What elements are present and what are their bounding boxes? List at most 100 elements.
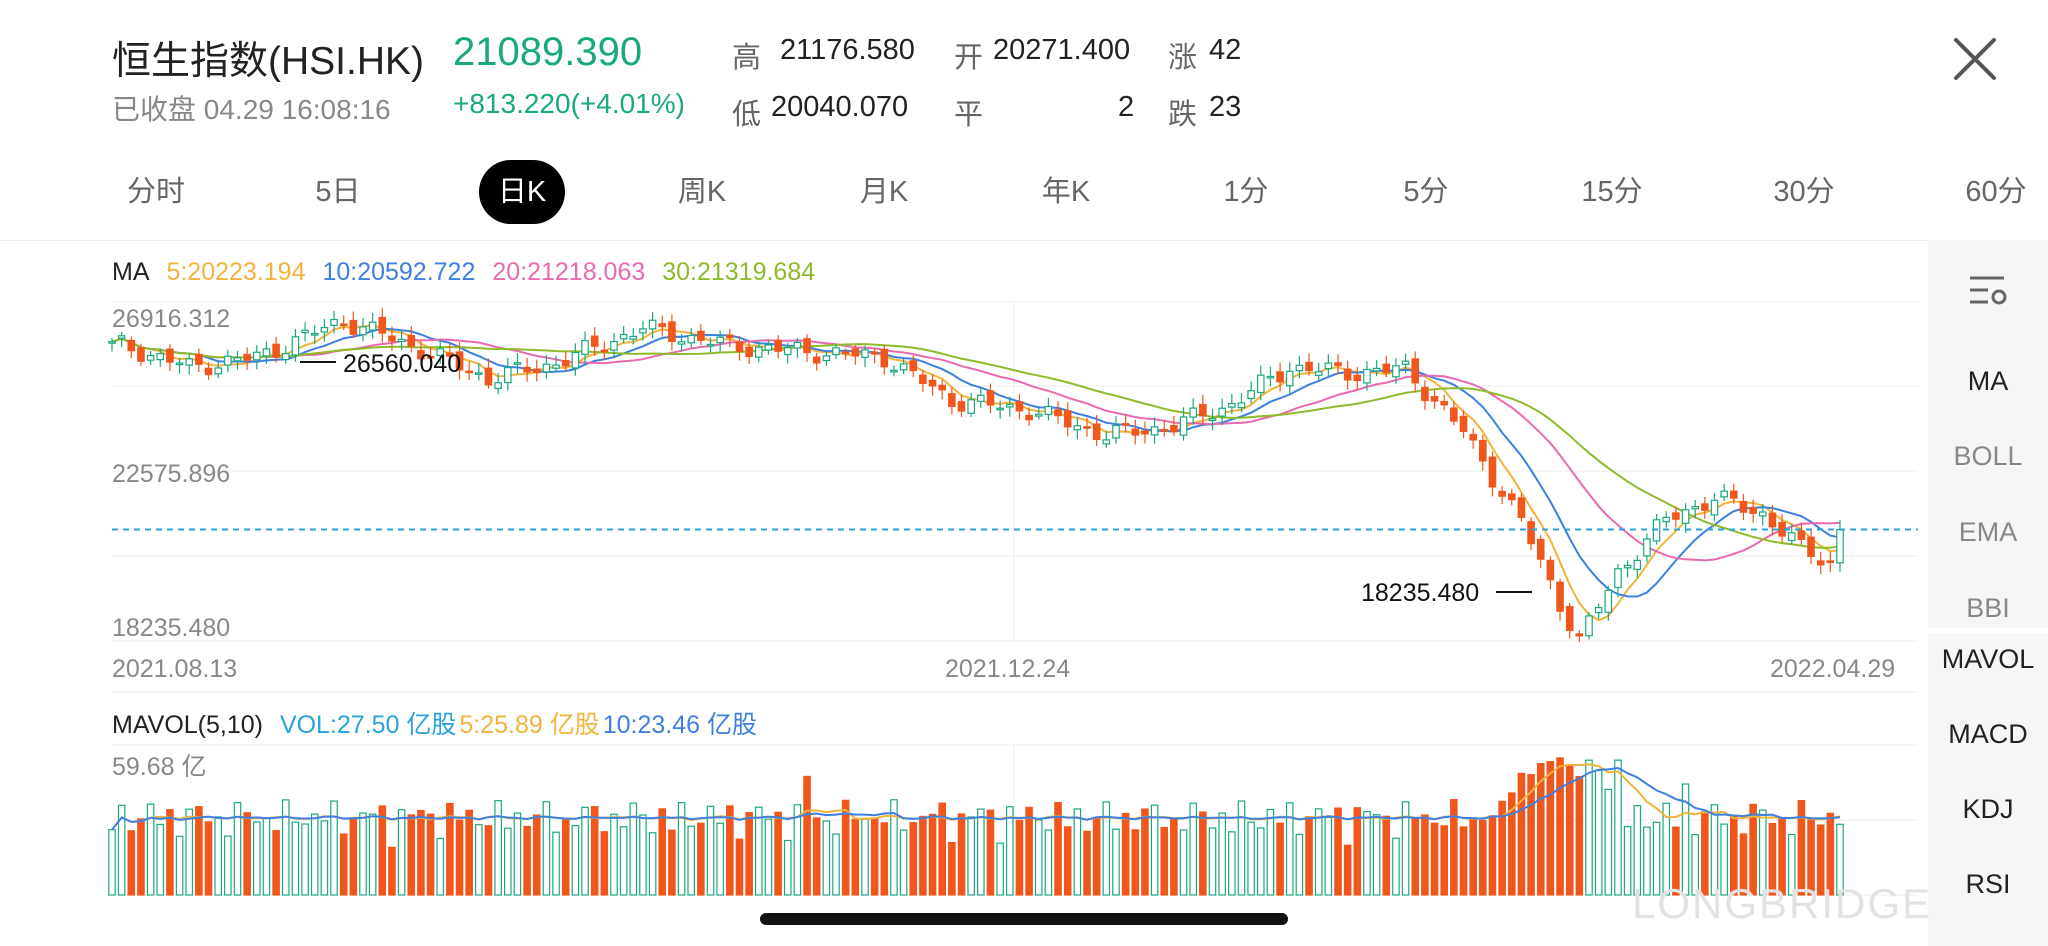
candle bbox=[1199, 394, 1207, 426]
candle bbox=[407, 326, 416, 353]
candle bbox=[754, 341, 763, 363]
volume-bar bbox=[1305, 816, 1313, 896]
candle-body bbox=[426, 355, 435, 359]
volume-bar bbox=[542, 801, 551, 896]
tab-daily-k[interactable]: 日K bbox=[479, 160, 565, 224]
candle-body bbox=[368, 321, 377, 331]
candle bbox=[378, 308, 387, 343]
volume-bar bbox=[272, 830, 280, 896]
candle-body bbox=[1044, 405, 1053, 416]
indicator-boll[interactable]: BOLL bbox=[1953, 441, 2023, 471]
indicator-ema[interactable]: EMA bbox=[1958, 517, 2018, 547]
candle bbox=[957, 395, 966, 418]
volume-bar bbox=[1199, 811, 1207, 896]
volume-bar bbox=[1160, 826, 1169, 896]
candle-body bbox=[1382, 363, 1391, 374]
candle-body bbox=[977, 394, 985, 402]
volume-bar bbox=[1488, 815, 1497, 896]
candle bbox=[1034, 405, 1043, 420]
kline-chart[interactable] bbox=[0, 0, 1928, 946]
tab-intraday[interactable]: 分时 bbox=[126, 176, 186, 208]
candle-body bbox=[1141, 430, 1149, 435]
tab-weekly-k[interactable]: 周K bbox=[677, 176, 727, 208]
candle bbox=[446, 343, 454, 366]
vol-axis-top: 59.68 亿 bbox=[112, 753, 207, 781]
candle bbox=[1527, 517, 1535, 551]
candle bbox=[542, 354, 551, 379]
indicator-kdj[interactable]: KDJ bbox=[1962, 794, 2014, 824]
ma30-line bbox=[111, 337, 1841, 549]
candle-body bbox=[1295, 364, 1304, 372]
candle-body bbox=[1797, 530, 1806, 540]
candle bbox=[861, 345, 869, 368]
candle bbox=[1643, 533, 1651, 563]
candle-body bbox=[619, 333, 628, 340]
candle-body bbox=[1073, 425, 1082, 431]
candle-body bbox=[359, 326, 367, 336]
candle-body bbox=[1334, 362, 1342, 367]
indicator-macd[interactable]: MACD bbox=[1948, 719, 2028, 749]
candle bbox=[388, 326, 396, 351]
candle bbox=[1285, 362, 1294, 395]
tab-5day[interactable]: 5日 bbox=[315, 176, 361, 208]
tab-5min[interactable]: 5分 bbox=[1403, 176, 1449, 208]
candle-body bbox=[1681, 509, 1690, 524]
candle-body bbox=[1411, 358, 1420, 384]
indicator-rsi[interactable]: RSI bbox=[1965, 869, 2011, 899]
volume-bar bbox=[687, 825, 696, 896]
date-mid: 2021.12.24 bbox=[945, 655, 1071, 683]
indicator-mavol[interactable]: MAVOL bbox=[1941, 644, 2035, 674]
candle-body bbox=[1092, 423, 1101, 441]
candle-body bbox=[841, 351, 850, 355]
tab-15min[interactable]: 15分 bbox=[1581, 176, 1643, 208]
tab-yearly-k[interactable]: 年K bbox=[1041, 176, 1091, 208]
candle-body bbox=[1585, 615, 1593, 637]
candle-body bbox=[137, 347, 145, 362]
candle bbox=[1507, 488, 1516, 506]
candle bbox=[764, 339, 773, 355]
candle-body bbox=[1739, 501, 1748, 513]
low-marker-label: 18235.480 bbox=[1361, 579, 1480, 607]
candle-body bbox=[446, 352, 454, 357]
candle bbox=[1228, 393, 1236, 415]
volume-bar bbox=[523, 825, 531, 896]
home-indicator[interactable] bbox=[760, 913, 1288, 925]
tab-1min[interactable]: 1分 bbox=[1223, 176, 1269, 208]
indicator-ma[interactable]: MA bbox=[1967, 366, 2009, 396]
candle-body bbox=[1131, 428, 1140, 436]
volume-bar bbox=[1546, 761, 1555, 896]
candle-body bbox=[967, 399, 975, 414]
indicator-bbi[interactable]: BBI bbox=[1966, 593, 2010, 623]
volume-bar bbox=[1614, 759, 1622, 896]
candle-body bbox=[1034, 413, 1043, 417]
high-label: 高 bbox=[732, 42, 762, 74]
candle bbox=[1749, 499, 1757, 523]
indicator-settings-button[interactable] bbox=[1966, 272, 2010, 317]
candle bbox=[330, 310, 338, 334]
close-button[interactable] bbox=[1952, 36, 1998, 82]
candle-body bbox=[783, 347, 792, 356]
tab-60min[interactable]: 60分 bbox=[1965, 176, 2027, 208]
candle bbox=[310, 325, 319, 345]
candle bbox=[1005, 396, 1014, 417]
candle bbox=[1787, 524, 1796, 545]
volume-bar bbox=[793, 804, 802, 896]
candle bbox=[1160, 419, 1169, 438]
candle-body bbox=[697, 330, 705, 341]
volume-bar bbox=[1749, 803, 1757, 896]
volume-bar bbox=[1054, 801, 1062, 896]
candle-body bbox=[571, 351, 580, 369]
candle-body bbox=[1816, 560, 1825, 566]
candle bbox=[639, 320, 647, 341]
candle bbox=[697, 324, 705, 346]
volume-bar bbox=[870, 817, 879, 896]
tab-monthly-k[interactable]: 月K bbox=[859, 176, 909, 208]
candle bbox=[1063, 402, 1072, 437]
tab-30min[interactable]: 30分 bbox=[1773, 176, 1835, 208]
down-count-label: 跌 bbox=[1168, 99, 1198, 131]
volume-ma-lines bbox=[111, 763, 1841, 831]
low-value: 20040.070 bbox=[771, 91, 909, 123]
candle bbox=[127, 336, 136, 359]
volume-bar bbox=[1691, 833, 1699, 896]
candle-body bbox=[1160, 429, 1169, 432]
